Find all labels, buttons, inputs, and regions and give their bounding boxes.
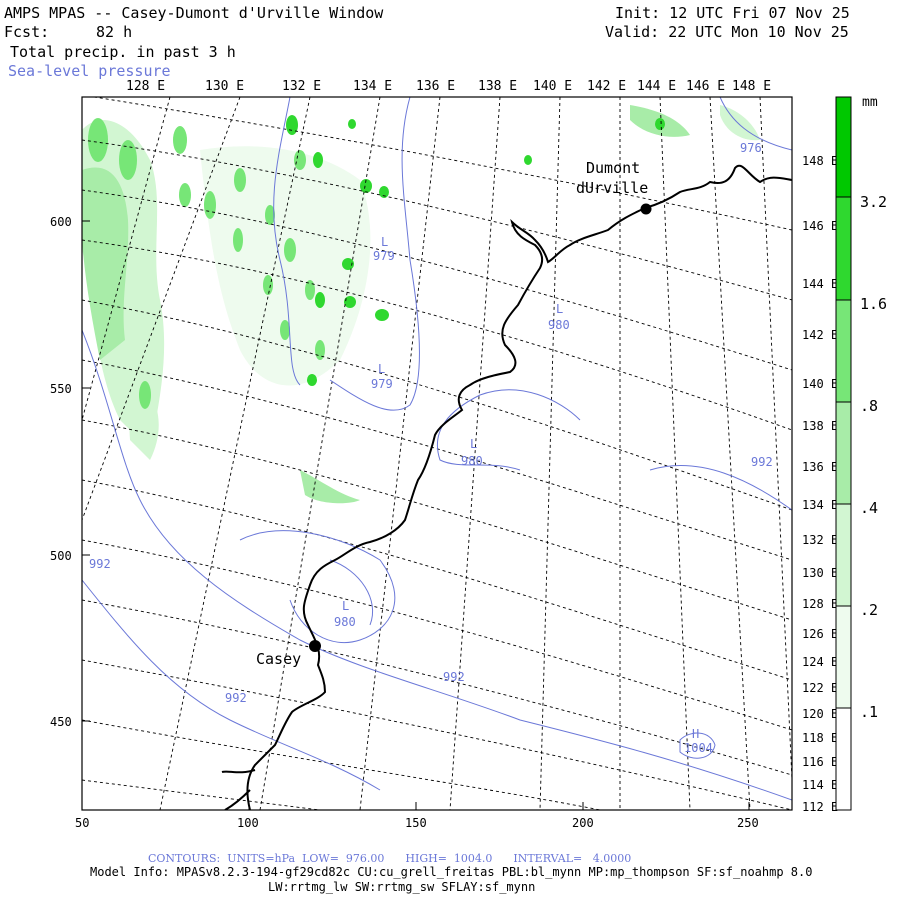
top-lon-label: 132 E xyxy=(282,79,321,94)
colorbar-label: 1.6 xyxy=(860,295,887,313)
right-lon-label: 146 E xyxy=(802,219,838,233)
top-lon-label: 146 E xyxy=(686,79,725,94)
pressure-label: 992 xyxy=(89,557,111,571)
pressure-label: 976 xyxy=(740,141,762,155)
parallels xyxy=(82,97,792,810)
low-marker: L xyxy=(556,302,563,316)
field-name: Total precip. in past 3 h xyxy=(10,43,236,61)
top-lon-label: 130 E xyxy=(205,79,244,94)
colorbar-label: .2 xyxy=(860,601,878,619)
valid-time: Valid: 22 UTC Mon 10 Nov 25 xyxy=(605,23,849,41)
right-lon-label: 124 E xyxy=(802,655,838,669)
pressure-label: 980 xyxy=(548,318,570,332)
high-marker: H xyxy=(692,727,699,741)
y-tick-label: 450 xyxy=(50,715,72,729)
top-lon-label: 140 E xyxy=(533,79,572,94)
right-lon-label: 130 E xyxy=(802,566,838,580)
y-tick-label: 550 xyxy=(50,382,72,396)
pressure-label: 992 xyxy=(443,670,465,684)
top-lon-label: 134 E xyxy=(353,79,392,94)
map-title: AMPS MPAS -- Casey-Dumont d'Urville Wind… xyxy=(4,4,384,22)
station-label-dumont-line2: dUrville xyxy=(576,179,648,197)
top-lon-label: 128 E xyxy=(126,79,165,94)
colorbar xyxy=(835,96,852,811)
forecast-label: Fcst: xyxy=(4,23,50,41)
right-lon-label: 122 E xyxy=(802,681,838,695)
top-lon-label: 148 E xyxy=(732,79,771,94)
pressure-label: 992 xyxy=(225,691,247,705)
x-tick-label: 50 xyxy=(75,816,89,830)
colorbar-unit: mm xyxy=(862,95,878,110)
low-marker: L xyxy=(381,235,388,249)
pressure-label: 979 xyxy=(373,249,395,263)
right-lon-label: 120 E xyxy=(802,707,838,721)
dumont-durville-marker xyxy=(640,203,652,215)
right-lon-label: 142 E xyxy=(802,328,838,342)
right-lon-label: 136 E xyxy=(802,460,838,474)
pressure-label: 992 xyxy=(751,455,773,469)
map-frame xyxy=(81,96,793,811)
top-lon-label: 136 E xyxy=(416,79,455,94)
colorbar-label: 3.2 xyxy=(860,193,887,211)
right-lon-label: 118 E xyxy=(802,731,838,745)
top-lon-label: 142 E xyxy=(587,79,626,94)
colorbar-label: .4 xyxy=(860,499,878,517)
pressure-label: 979 xyxy=(371,377,393,391)
colorbar-label: .1 xyxy=(860,703,878,721)
map-area xyxy=(82,97,792,810)
right-lon-label: 144 E xyxy=(802,277,838,291)
right-lon-label: 132 E xyxy=(802,533,838,547)
right-lon-label: 140 E xyxy=(802,377,838,391)
right-lon-label: 126 E xyxy=(802,627,838,641)
pressure-label: 980 xyxy=(334,615,356,629)
right-lon-label: 116 E xyxy=(802,755,838,769)
low-marker: L xyxy=(470,437,477,451)
x-tick-label: 250 xyxy=(737,816,759,830)
contours-info: CONTOURS: UNITS=hPa LOW= 976.00 HIGH= 10… xyxy=(148,852,632,865)
colorbar-label: .8 xyxy=(860,397,878,415)
x-tick-label: 200 xyxy=(572,816,594,830)
low-marker: L xyxy=(342,599,349,613)
model-info: Model Info: MPASv8.2.3-194-gf29cd82c CU:… xyxy=(90,865,813,879)
y-tick-label: 500 xyxy=(50,549,72,563)
overlay-name: Sea-level pressure xyxy=(8,62,171,80)
physics-info: LW:rrtmg_lw SW:rrtmg_sw SFLAY:sf_mynn xyxy=(268,880,536,894)
station-label-dumont-line1: Dumont xyxy=(586,159,640,177)
x-tick-label: 150 xyxy=(405,816,427,830)
init-time: Init: 12 UTC Fri 07 Nov 25 xyxy=(615,4,850,22)
right-lon-label: 138 E xyxy=(802,419,838,433)
pressure-label: 980 xyxy=(461,454,483,468)
low-marker: L xyxy=(378,362,385,376)
top-lon-label: 138 E xyxy=(478,79,517,94)
pressure-label: 1004 xyxy=(684,741,713,755)
casey-marker xyxy=(309,640,321,652)
station-label-casey: Casey xyxy=(256,650,301,668)
x-tick-label: 100 xyxy=(237,816,259,830)
top-lon-label: 144 E xyxy=(637,79,676,94)
right-lon-label: 134 E xyxy=(802,498,838,512)
right-lon-label: 114 E xyxy=(802,778,838,792)
right-lon-label: 128 E xyxy=(802,597,838,611)
y-tick-label: 600 xyxy=(50,215,72,229)
right-lon-label: 148 E xyxy=(802,154,838,168)
forecast-hour: 82 h xyxy=(96,23,133,41)
right-lon-label: 112 E xyxy=(802,800,838,814)
